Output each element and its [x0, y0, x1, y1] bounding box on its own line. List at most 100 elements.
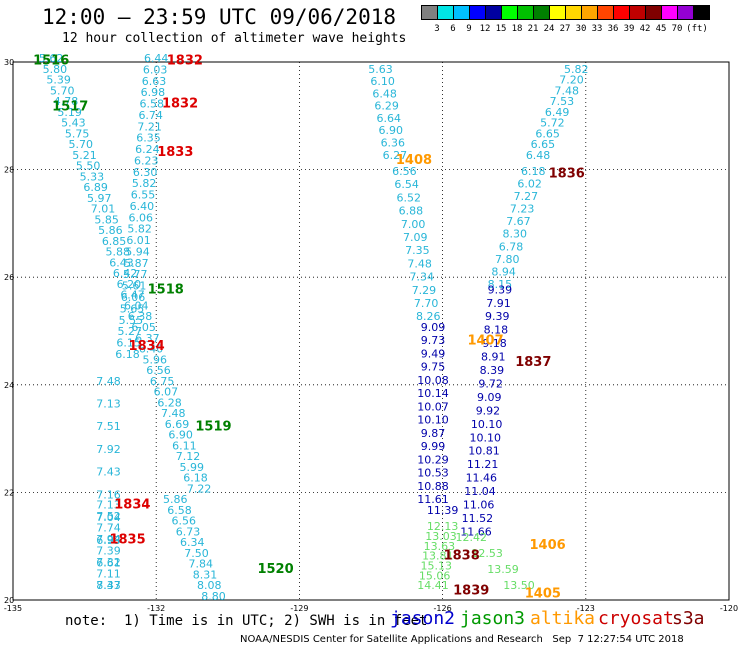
colorbar-label: 36	[607, 24, 619, 34]
wave-height-value: 6.04	[124, 299, 149, 312]
wave-height-value: 6.58	[167, 504, 192, 517]
wave-height-value: 5.72	[540, 117, 565, 130]
wave-height-value: 7.39	[96, 545, 121, 558]
wave-height-value: 9.49	[421, 347, 446, 360]
wave-height-value: 8.91	[481, 351, 506, 364]
wave-height-value: 5.19	[57, 106, 82, 119]
wave-height-value: 6.01	[126, 234, 151, 247]
map-title: 12:00 – 23:59 UTC 09/06/2018	[42, 5, 397, 29]
colorbar-label: 6	[450, 24, 456, 34]
wave-height-value: 8.15	[488, 278, 513, 291]
wave-height-value: 6.38	[128, 310, 153, 323]
wave-height-value: 7.48	[554, 84, 579, 97]
wave-height-value: 6.24	[135, 143, 160, 156]
wave-height-value: 6.43	[109, 256, 134, 269]
wave-height-value: 6.48	[372, 87, 397, 100]
wave-height-value: 6.18	[115, 348, 140, 361]
wave-height-value: 5.39	[46, 74, 71, 87]
wave-height-value: 12.53	[471, 547, 503, 560]
colorbar-label: 18	[511, 24, 523, 34]
wave-height-value: 7.48	[96, 375, 121, 388]
wave-height-value: 6.42	[113, 267, 138, 280]
wave-height-value: 7.20	[559, 74, 584, 87]
wave-height-value: 6.15	[116, 337, 141, 350]
wave-height-value: 7.16	[96, 488, 121, 501]
wave-height-value: 6.28	[157, 396, 182, 409]
wave-height-value: 10.10	[470, 431, 502, 444]
wave-height-value: 11.39	[427, 504, 459, 517]
wave-height-value: 7.21	[137, 120, 162, 133]
wave-height-value: 6.55	[131, 189, 156, 202]
wave-height-value: 7.43	[96, 466, 121, 479]
wave-height-value: 7.84	[189, 558, 214, 571]
wave-height-value: 5.82	[127, 223, 152, 236]
wave-height-value: 6.18	[521, 165, 546, 178]
colorbar-label: 33	[591, 24, 603, 34]
wave-height-value: 5.33	[80, 170, 105, 183]
wave-height-value: 6.06	[129, 211, 154, 224]
wave-height-value: 6.37	[135, 332, 160, 345]
colorbar-label: 70	[671, 24, 683, 34]
satellite-legend-item: s3a	[672, 608, 705, 629]
wave-height-value: 9.92	[476, 404, 501, 417]
wave-height-value: 7.01	[91, 203, 116, 216]
wave-height-value: 7.35	[405, 244, 430, 257]
wave-height-value: 10.81	[468, 445, 500, 458]
y-tick-label: 24	[4, 381, 14, 390]
wave-height-value: 6.93	[96, 534, 121, 547]
x-tick-label: -135	[4, 604, 22, 613]
wave-height-value: 7.52	[96, 510, 121, 523]
wave-height-value: 5.97	[87, 192, 112, 205]
wave-height-value: 7.23	[510, 203, 535, 216]
wave-height-value: 7.34	[410, 271, 435, 284]
wave-height-value: 5.61	[122, 280, 147, 293]
wave-height-value: 10.10	[417, 414, 449, 427]
wave-height-value: 6.88	[399, 205, 424, 218]
wave-height-value: 13.63	[424, 540, 456, 553]
wave-height-value: 7.53	[550, 95, 575, 108]
colorbar-swatch	[693, 5, 710, 20]
wave-height-value: 6.06	[121, 291, 146, 304]
axis-ticks: -135 -132 -129 -126 -123 -120 30 28 26 24 22 20	[4, 58, 738, 613]
wave-height-value: 7.47	[96, 579, 121, 592]
wave-height-value: 6.35	[136, 132, 161, 145]
wave-height-value: 9.39	[488, 283, 513, 296]
wave-height-value: 9.75	[421, 361, 446, 374]
wave-height-value: 7.91	[486, 297, 511, 310]
footnote: note: 1) Time is in UTC; 2) SWH is in fe…	[65, 613, 428, 629]
pass-time-label: 1839	[453, 584, 489, 599]
wave-height-value: 8.39	[480, 364, 505, 377]
wave-height-value: 6.23	[134, 154, 159, 167]
pass-time-label: 1832	[162, 97, 198, 112]
wave-height-value: 6.11	[172, 439, 197, 452]
wave-height-value: 7.12	[176, 450, 201, 463]
wave-height-value: 6.90	[379, 124, 404, 137]
wave-height-value: 9.09	[477, 391, 502, 404]
wave-height-value: 9.09	[421, 321, 446, 334]
map-grid	[12, 61, 730, 601]
wave-height-value: 5.82	[132, 177, 157, 190]
pass-time-labels: 1516 1517 1518 1519 1520 1832 1832 1833 1834 1834…	[33, 54, 585, 602]
wave-height-value: 10.88	[417, 480, 449, 493]
wave-height-value: 6.90	[168, 429, 193, 442]
pass-time-label: 1405	[525, 586, 561, 601]
wave-height-value: 6.40	[130, 200, 155, 213]
colorbar-label: 30	[575, 24, 587, 34]
colorbar-label: 24	[543, 24, 555, 34]
pass-time-label: 1519	[195, 420, 231, 435]
wave-height-value: 7.04	[96, 511, 121, 524]
wave-height-value: 7.13	[96, 499, 121, 512]
pass-time-label: 1516	[33, 54, 69, 69]
wave-height-value: 5.75	[65, 127, 90, 140]
wave-height-value: 7.32	[96, 556, 121, 569]
wave-height-value: 8.80	[201, 590, 226, 603]
wave-height-value: 6.07	[154, 386, 179, 399]
wave-height-value: 11.66	[460, 525, 492, 538]
wave-height-value: 8.18	[484, 324, 509, 337]
wave-height-value: 13.81	[422, 550, 454, 563]
colorbar-label: 21	[527, 24, 539, 34]
wave-height-value: 6.47	[120, 289, 145, 302]
x-tick-label: -132	[147, 604, 165, 613]
wave-height-value: 9.73	[421, 334, 446, 347]
wave-height-value: 11.61	[417, 493, 449, 506]
